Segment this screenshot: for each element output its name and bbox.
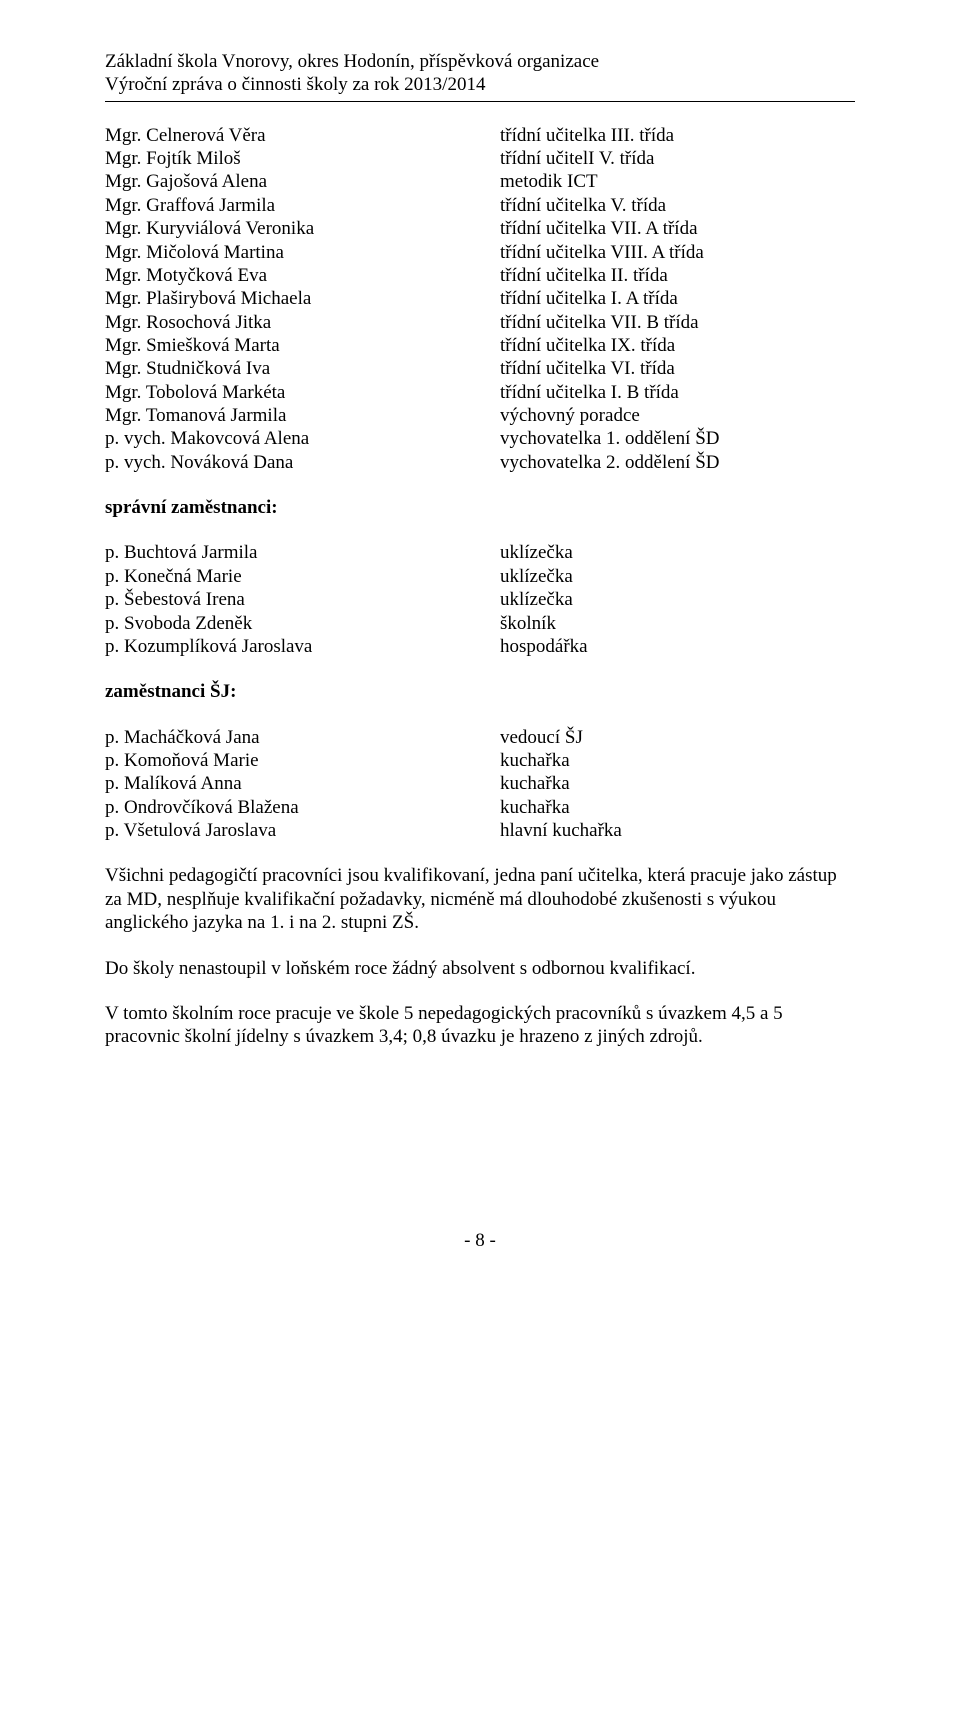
teacher-row: Mgr. Mičolová Martinatřídní učitelka VII… bbox=[105, 241, 855, 264]
teacher-row: Mgr. Celnerová Věratřídní učitelka III. … bbox=[105, 124, 855, 147]
teacher-row: Mgr. Plaširybová Michaelatřídní učitelka… bbox=[105, 287, 855, 310]
teacher-name: Mgr. Motyčková Eva bbox=[105, 264, 500, 287]
paragraph-2: Do školy nenastoupil v loňském roce žádn… bbox=[105, 957, 855, 980]
teacher-name: Mgr. Tobolová Markéta bbox=[105, 381, 500, 404]
sj-row: p. Ondrovčíková Blaženakuchařka bbox=[105, 796, 855, 819]
paragraph-1: Všichni pedagogičtí pracovníci jsou kval… bbox=[105, 864, 855, 934]
admin-name: p. Kozumplíková Jaroslava bbox=[105, 635, 500, 658]
teacher-name: p. vych. Makovcová Alena bbox=[105, 427, 500, 450]
sj-name: p. Ondrovčíková Blažena bbox=[105, 796, 500, 819]
sj-staff-list: p. Macháčková Janavedoucí ŠJp. Komoňová … bbox=[105, 726, 855, 843]
sj-role: hlavní kuchařka bbox=[500, 819, 855, 842]
admin-name: p. Buchtová Jarmila bbox=[105, 541, 500, 564]
admin-row: p. Šebestová Irenauklízečka bbox=[105, 588, 855, 611]
teacher-role: třídní učitelka I. B třída bbox=[500, 381, 855, 404]
teacher-role: vychovatelka 1. oddělení ŠD bbox=[500, 427, 855, 450]
teacher-name: Mgr. Gajošová Alena bbox=[105, 170, 500, 193]
sj-name: p. Všetulová Jaroslava bbox=[105, 819, 500, 842]
sj-role: kuchařka bbox=[500, 772, 855, 795]
teacher-name: Mgr. Mičolová Martina bbox=[105, 241, 500, 264]
sj-role: kuchařka bbox=[500, 749, 855, 772]
admin-name: p. Šebestová Irena bbox=[105, 588, 500, 611]
teacher-row: Mgr. Smiešková Martatřídní učitelka IX. … bbox=[105, 334, 855, 357]
sj-name: p. Komoňová Marie bbox=[105, 749, 500, 772]
teacher-role: třídní učitelka III. třída bbox=[500, 124, 855, 147]
document-header: Základní škola Vnorovy, okres Hodonín, p… bbox=[105, 50, 855, 102]
teacher-row: Mgr. Rosochová Jitkatřídní učitelka VII.… bbox=[105, 311, 855, 334]
teacher-name: p. vych. Nováková Dana bbox=[105, 451, 500, 474]
teacher-role: třídní učitelI V. třída bbox=[500, 147, 855, 170]
teacher-row: Mgr. Kuryviálová Veronikatřídní učitelka… bbox=[105, 217, 855, 240]
header-line-1: Základní škola Vnorovy, okres Hodonín, p… bbox=[105, 50, 855, 73]
sj-role: vedoucí ŠJ bbox=[500, 726, 855, 749]
teacher-role: vychovatelka 2. oddělení ŠD bbox=[500, 451, 855, 474]
teacher-row: Mgr. Tobolová Markétatřídní učitelka I. … bbox=[105, 381, 855, 404]
teacher-role: třídní učitelka VIII. A třída bbox=[500, 241, 855, 264]
teacher-row: Mgr. Gajošová Alenametodik ICT bbox=[105, 170, 855, 193]
teacher-name: Mgr. Studničková Iva bbox=[105, 357, 500, 380]
teacher-role: třídní učitelka VII. B třída bbox=[500, 311, 855, 334]
admin-name: p. Konečná Marie bbox=[105, 565, 500, 588]
teachers-list: Mgr. Celnerová Věratřídní učitelka III. … bbox=[105, 124, 855, 474]
teacher-row: p. vych. Nováková Danavychovatelka 2. od… bbox=[105, 451, 855, 474]
admin-role: uklízečka bbox=[500, 588, 855, 611]
teacher-row: Mgr. Fojtík Miloštřídní učitelI V. třída bbox=[105, 147, 855, 170]
teacher-name: Mgr. Graffová Jarmila bbox=[105, 194, 500, 217]
admin-role: školník bbox=[500, 612, 855, 635]
teacher-role: třídní učitelka IX. třída bbox=[500, 334, 855, 357]
teacher-row: Mgr. Graffová Jarmilatřídní učitelka V. … bbox=[105, 194, 855, 217]
teacher-row: Mgr. Tomanová Jarmilavýchovný poradce bbox=[105, 404, 855, 427]
teacher-name: Mgr. Smiešková Marta bbox=[105, 334, 500, 357]
sj-role: kuchařka bbox=[500, 796, 855, 819]
sj-row: p. Macháčková Janavedoucí ŠJ bbox=[105, 726, 855, 749]
admin-row: p. Kozumplíková Jaroslavahospodářka bbox=[105, 635, 855, 658]
teacher-role: třídní učitelka VI. třída bbox=[500, 357, 855, 380]
admin-row: p. Svoboda Zdeněkškolník bbox=[105, 612, 855, 635]
admin-row: p. Buchtová Jarmilauklízečka bbox=[105, 541, 855, 564]
teacher-name: Mgr. Kuryviálová Veronika bbox=[105, 217, 500, 240]
teacher-name: Mgr. Fojtík Miloš bbox=[105, 147, 500, 170]
teacher-name: Mgr. Tomanová Jarmila bbox=[105, 404, 500, 427]
admin-staff-list: p. Buchtová Jarmilauklízečkap. Konečná M… bbox=[105, 541, 855, 658]
sj-name: p. Malíková Anna bbox=[105, 772, 500, 795]
sj-row: p. Všetulová Jaroslavahlavní kuchařka bbox=[105, 819, 855, 842]
admin-section-title: správní zaměstnanci: bbox=[105, 496, 855, 519]
teacher-name: Mgr. Rosochová Jitka bbox=[105, 311, 500, 334]
sj-row: p. Malíková Annakuchařka bbox=[105, 772, 855, 795]
teacher-role: třídní učitelka II. třída bbox=[500, 264, 855, 287]
admin-role: hospodářka bbox=[500, 635, 855, 658]
header-line-2: Výroční zpráva o činnosti školy za rok 2… bbox=[105, 73, 855, 96]
teacher-role: metodik ICT bbox=[500, 170, 855, 193]
teacher-row: Mgr. Studničková Ivatřídní učitelka VI. … bbox=[105, 357, 855, 380]
teacher-name: Mgr. Plaširybová Michaela bbox=[105, 287, 500, 310]
sj-section-title: zaměstnanci ŠJ: bbox=[105, 680, 855, 703]
sj-row: p. Komoňová Mariekuchařka bbox=[105, 749, 855, 772]
teacher-role: třídní učitelka I. A třída bbox=[500, 287, 855, 310]
teacher-row: p. vych. Makovcová Alenavychovatelka 1. … bbox=[105, 427, 855, 450]
teacher-role: výchovný poradce bbox=[500, 404, 855, 427]
admin-role: uklízečka bbox=[500, 541, 855, 564]
teacher-role: třídní učitelka V. třída bbox=[500, 194, 855, 217]
teacher-row: Mgr. Motyčková Evatřídní učitelka II. tř… bbox=[105, 264, 855, 287]
teacher-role: třídní učitelka VII. A třída bbox=[500, 217, 855, 240]
header-underline bbox=[105, 99, 855, 102]
paragraph-3: V tomto školním roce pracuje ve škole 5 … bbox=[105, 1002, 855, 1049]
page-number: - 8 - bbox=[105, 1229, 855, 1252]
sj-name: p. Macháčková Jana bbox=[105, 726, 500, 749]
admin-role: uklízečka bbox=[500, 565, 855, 588]
admin-name: p. Svoboda Zdeněk bbox=[105, 612, 500, 635]
admin-row: p. Konečná Marieuklízečka bbox=[105, 565, 855, 588]
teacher-name: Mgr. Celnerová Věra bbox=[105, 124, 500, 147]
